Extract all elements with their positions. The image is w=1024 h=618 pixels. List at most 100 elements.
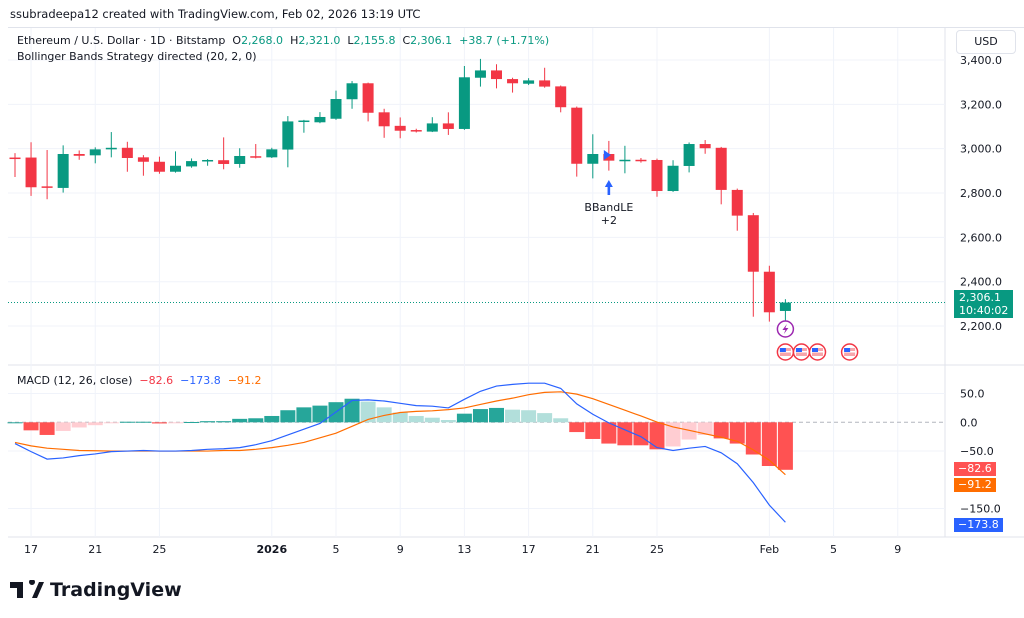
candle-body xyxy=(121,147,133,158)
us-flag-icon[interactable] xyxy=(776,343,795,361)
candle-body xyxy=(9,157,21,160)
macd-signal-value: −91.2 xyxy=(227,374,262,387)
us-flag-icon[interactable] xyxy=(808,343,827,361)
candle xyxy=(25,142,37,196)
macd-histogram-bar xyxy=(200,421,216,423)
candle xyxy=(426,117,438,133)
us-flag-icon[interactable] xyxy=(840,343,859,361)
macd-title: MACD (12, 26, close) xyxy=(17,374,133,387)
macd-histogram-bar xyxy=(151,422,167,424)
macd-histogram-bar xyxy=(168,422,183,424)
candle xyxy=(555,85,567,113)
candle xyxy=(458,65,470,130)
price-tick-label: 2,600.0 xyxy=(960,231,1002,244)
long-entry-arrow-icon xyxy=(604,180,613,195)
high-value: 2,321.0 xyxy=(298,34,341,47)
candle-body xyxy=(715,147,727,190)
flag-canton xyxy=(812,348,818,352)
tradingview-logo[interactable]: TradingView xyxy=(10,579,182,601)
candle-body xyxy=(282,121,294,150)
candle-body xyxy=(25,157,37,188)
macd-histogram-bar xyxy=(601,422,617,444)
candle xyxy=(346,81,358,109)
change-value: +38.7 (+1.71%) xyxy=(459,34,550,47)
candle-body xyxy=(153,161,165,172)
candle-body xyxy=(89,149,101,156)
macd-line xyxy=(14,382,786,523)
candle-body xyxy=(202,159,214,162)
open-label: O xyxy=(232,34,242,47)
candle-body xyxy=(234,155,246,164)
candle-body xyxy=(394,125,406,131)
candle-body xyxy=(314,116,326,123)
time-tick-label: 21 xyxy=(586,543,600,556)
price-tick-label: 3,400.0 xyxy=(960,54,1002,67)
signal-label: BBandLE xyxy=(584,201,633,214)
candle-body xyxy=(105,147,117,150)
candle xyxy=(715,146,727,205)
close-value: 2,306.1 xyxy=(410,34,453,47)
candle xyxy=(667,160,679,192)
time-tick-label: 13 xyxy=(457,543,471,556)
candle-body xyxy=(250,156,262,158)
macd-histogram-bar xyxy=(569,422,585,433)
chart-frame xyxy=(8,27,1024,563)
candle xyxy=(202,159,214,166)
macd-histogram-bar xyxy=(697,422,713,435)
chart-credit: ssubradeepa12 created with TradingView.c… xyxy=(10,7,421,21)
low-value: 2,155.8 xyxy=(353,34,396,47)
macd-histogram-bar xyxy=(312,405,328,423)
candle xyxy=(250,144,262,159)
candle-body xyxy=(523,80,535,84)
lightning-icon[interactable] xyxy=(776,320,795,338)
macd-histogram-bar xyxy=(55,422,71,431)
price-tick-label: 3,000.0 xyxy=(960,143,1002,156)
currency-button[interactable]: USD xyxy=(956,30,1016,54)
lightning-glyph xyxy=(782,324,789,334)
candle xyxy=(731,188,743,231)
macd-histogram-bar xyxy=(665,422,681,447)
candle xyxy=(474,58,486,87)
macd-histogram-bar xyxy=(408,415,424,423)
macd-histogram-bar xyxy=(553,418,569,423)
macd-histogram-bar xyxy=(360,401,376,423)
candle xyxy=(683,142,695,173)
last-price-tag: 2,306.1 10:40:02 xyxy=(954,290,1014,318)
candle-body xyxy=(137,157,149,162)
macd-histogram-bar xyxy=(392,412,408,423)
time-tick-label: 2026 xyxy=(256,543,287,556)
last-price: 2,306.1 xyxy=(959,291,1001,304)
candle-body xyxy=(458,77,470,129)
candle xyxy=(362,82,374,122)
time-tick-label: 21 xyxy=(88,543,102,556)
candle-body xyxy=(747,215,759,272)
candle-body xyxy=(266,149,278,158)
signal-qty: +2 xyxy=(601,214,617,227)
candle-body xyxy=(555,86,567,108)
macd-histogram-bar xyxy=(761,422,777,466)
candle-body xyxy=(410,130,422,132)
candle xyxy=(89,147,101,164)
time-tick-label: 9 xyxy=(894,543,901,556)
macd-histogram-bar xyxy=(103,422,119,424)
macd-legend[interactable]: MACD (12, 26, close) −82.6 −173.8 −91.2 xyxy=(17,374,262,387)
candle xyxy=(153,156,165,174)
candle xyxy=(330,90,342,120)
strategy-legend[interactable]: Bollinger Bands Strategy directed (20, 2… xyxy=(17,50,257,63)
macd-tick-label: 50.0 xyxy=(960,388,985,401)
macd-line-value: −173.8 xyxy=(180,374,221,387)
macd-histogram-bar xyxy=(135,421,151,423)
candle-body xyxy=(667,165,679,192)
us-flag-icon[interactable] xyxy=(792,343,811,361)
macd-histogram-bar xyxy=(232,418,248,423)
candle xyxy=(186,158,198,168)
candle xyxy=(747,212,759,317)
candle xyxy=(523,78,535,86)
candle xyxy=(394,117,406,139)
macd-histogram-bar xyxy=(424,417,440,423)
candle xyxy=(41,150,53,200)
candle xyxy=(539,67,551,88)
candle-body xyxy=(539,80,551,87)
flag-canton xyxy=(779,348,786,352)
